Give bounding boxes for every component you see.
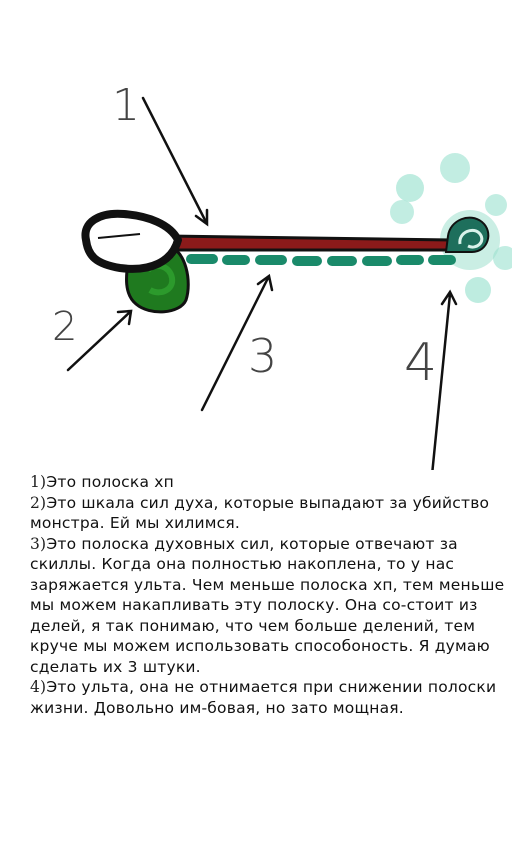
note-2-text: Это шкала сил духа, которые выпадают за … bbox=[30, 493, 490, 533]
hud-sketch: 1 2 3 4 bbox=[52, 80, 512, 470]
pointer-arrow-4 bbox=[431, 289, 458, 470]
notes-block: 1)Это полоска хп 2)Это шкала сил духа, к… bbox=[30, 472, 506, 718]
callout-2: 2 bbox=[52, 304, 77, 350]
pointer-arrow-3 bbox=[200, 273, 274, 412]
note-3: 3)Это полоска духовных сил, которые отве… bbox=[30, 534, 506, 678]
note-2: 2)Это шкала сил духа, которые выпадают з… bbox=[30, 493, 506, 534]
portrait-frame bbox=[81, 209, 182, 273]
note-2-num: 2) bbox=[30, 493, 47, 512]
note-1-text: Это полоска хп bbox=[46, 473, 174, 491]
callout-4: 4 bbox=[404, 333, 437, 393]
note-3-num: 3) bbox=[30, 534, 47, 553]
pointer-arrow-1 bbox=[141, 96, 209, 227]
callout-1: 1 bbox=[112, 80, 140, 131]
note-4: 4)Это ульта, она не отнимается при сниже… bbox=[30, 677, 506, 718]
note-4-text: Это ульта, она не отнимается при снижени… bbox=[30, 678, 497, 717]
health-bar bbox=[166, 234, 454, 252]
note-1-num: 1) bbox=[30, 473, 47, 491]
note-1: 1)Это полоска хп bbox=[30, 472, 506, 493]
spirit-segments bbox=[186, 254, 456, 266]
ultimate-icon bbox=[444, 216, 490, 253]
pointer-arrow-2 bbox=[66, 309, 133, 372]
callout-3: 3 bbox=[248, 329, 277, 383]
note-3-text: Это полоска духовных сил, которые отвеча… bbox=[30, 534, 505, 676]
note-4-num: 4) bbox=[30, 678, 47, 696]
